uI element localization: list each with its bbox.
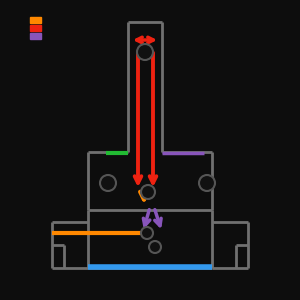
Circle shape xyxy=(100,175,116,191)
Circle shape xyxy=(141,185,155,199)
Bar xyxy=(30,17,41,23)
Circle shape xyxy=(199,175,215,191)
Bar xyxy=(30,33,41,39)
Bar xyxy=(30,25,41,31)
Circle shape xyxy=(137,44,153,60)
Circle shape xyxy=(141,227,153,239)
Circle shape xyxy=(149,241,161,253)
